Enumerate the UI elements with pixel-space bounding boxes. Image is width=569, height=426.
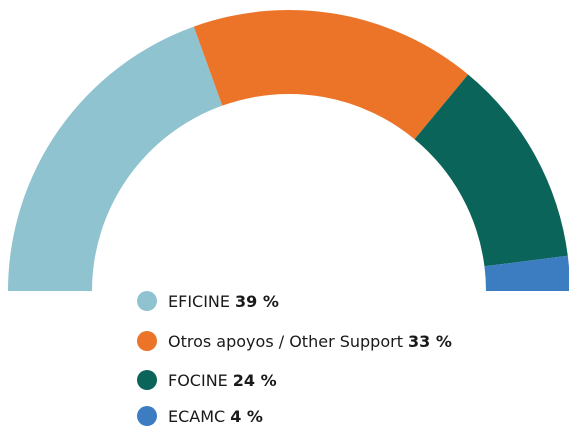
legend-value: 39 %: [235, 292, 279, 311]
legend-name: ECAMC: [168, 407, 225, 426]
legend-swatch: [137, 331, 157, 351]
slice: [193, 10, 469, 140]
legend-label: Otros apoyos / Other Support 33 %: [168, 332, 452, 351]
legend-name: Otros apoyos / Other Support: [168, 332, 403, 351]
legend-value: 33 %: [408, 332, 452, 351]
slice: [484, 255, 569, 291]
slice: [8, 26, 223, 292]
slice: [414, 74, 568, 267]
legend-swatch: [137, 370, 157, 390]
legend-label: FOCINE 24 %: [168, 371, 277, 390]
legend-name: FOCINE: [168, 371, 228, 390]
legend-value: 24 %: [233, 371, 277, 390]
legend-swatch: [137, 406, 157, 426]
legend-swatch: [137, 291, 157, 311]
legend-name: EFICINE: [168, 292, 230, 311]
legend-label: EFICINE 39 %: [168, 292, 279, 311]
legend-value: 4 %: [230, 407, 263, 426]
legend-label: ECAMC 4 %: [168, 407, 263, 426]
